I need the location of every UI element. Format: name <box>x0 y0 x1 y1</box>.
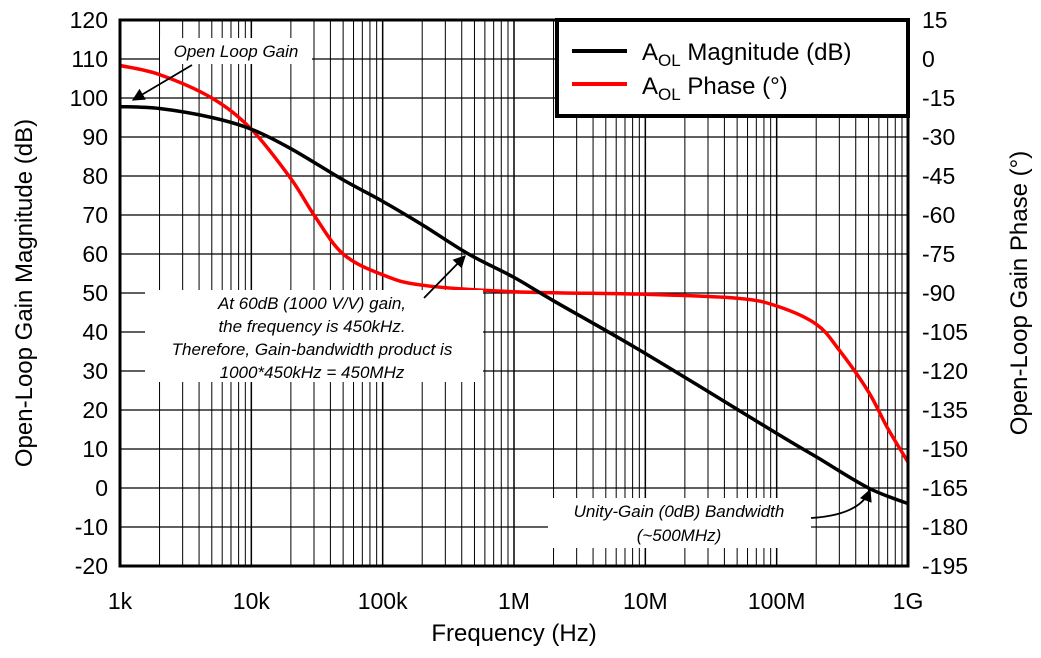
svg-text:Therefore, Gain-bandwidth prod: Therefore, Gain-bandwidth product is <box>172 340 453 359</box>
y2-tick-label: -195 <box>922 553 968 579</box>
svg-text:1000*450kHz = 450MHz: 1000*450kHz = 450MHz <box>220 363 405 382</box>
y-tick-label: 10 <box>82 436 108 462</box>
y2-tick-label: 0 <box>922 46 935 72</box>
annotation-gbw: At 60dB (1000 V/V) gain, the frequency i… <box>145 255 483 382</box>
x-tick-label: 10k <box>233 588 271 614</box>
y-tick-label: 40 <box>82 319 108 345</box>
y2-tick-label: -165 <box>922 475 968 501</box>
y-tick-label: 100 <box>70 85 108 111</box>
x-tick-label: 100M <box>748 588 806 614</box>
legend-label-magnitude: AOL Magnitude (dB) <box>642 39 851 70</box>
y-tick-label: -10 <box>75 514 108 540</box>
arrow-icon <box>131 64 193 101</box>
y-axis-label: Open-Loop Gain Magnitude (dB) <box>11 119 38 467</box>
y2-tick-label: -135 <box>922 397 968 423</box>
y2-tick-label: -120 <box>922 358 968 384</box>
y2-tick-label: -60 <box>922 202 955 228</box>
y2-tick-label: -15 <box>922 85 955 111</box>
y2-tick-label: -30 <box>922 124 955 150</box>
y-tick-label: 20 <box>82 397 108 423</box>
magnitude-curve <box>119 104 909 506</box>
svg-text:(~500MHz): (~500MHz) <box>637 526 722 545</box>
x-tick-label: 1k <box>108 588 133 614</box>
y2-tick-label: -180 <box>922 514 968 540</box>
y2-tick-label: -90 <box>922 280 955 306</box>
x-tick-label: 10M <box>623 588 668 614</box>
y-tick-label: 0 <box>95 475 108 501</box>
annotation-unity-gain: Unity-Gain (0dB) Bandwidth (~500MHz) <box>548 488 872 548</box>
x-axis-label: Frequency (Hz) <box>431 620 596 647</box>
y-tick-label: 110 <box>71 46 108 72</box>
legend: AOL Magnitude (dB) AOL Phase (°) <box>555 18 910 118</box>
y-tick-label: 80 <box>82 163 108 189</box>
y-tick-label: 50 <box>82 280 108 306</box>
y-tick-label: 70 <box>82 202 108 228</box>
svg-text:Unity-Gain (0dB) Bandwidth: Unity-Gain (0dB) Bandwidth <box>574 502 785 521</box>
y2-tick-label: 15 <box>922 7 948 33</box>
y-tick-label: -20 <box>75 553 108 579</box>
y2-tick-label: -105 <box>922 319 968 345</box>
legend-label-phase: AOL Phase (°) <box>642 73 788 104</box>
x-tick-label: 1M <box>498 588 530 614</box>
svg-text:At 60dB (1000 V/V) gain,: At 60dB (1000 V/V) gain, <box>217 294 406 313</box>
y2-axis-label: Open-Loop Gain Phase (°) <box>1006 151 1033 435</box>
svg-text:Open Loop Gain: Open Loop Gain <box>174 42 299 61</box>
arrow-icon <box>423 255 466 299</box>
y2-tick-label: -45 <box>922 163 955 189</box>
svg-text:the frequency is 450kHz.: the frequency is 450kHz. <box>218 317 405 336</box>
y-tick-label: 90 <box>82 124 108 150</box>
curves <box>119 63 910 506</box>
y2-tick-label: -150 <box>922 436 968 462</box>
arrow-icon <box>810 488 872 519</box>
annotation-open-loop-gain: Open Loop Gain <box>131 38 312 101</box>
plot-frame <box>118 18 910 568</box>
y-tick-label: 30 <box>82 358 108 384</box>
tick-labels: 1201101009080706050403020100-10-20150-15… <box>70 7 968 614</box>
y-tick-label: 60 <box>82 241 108 267</box>
y2-tick-label: -75 <box>922 241 955 267</box>
y-tick-label: 120 <box>70 7 108 33</box>
x-tick-label: 100k <box>358 588 408 614</box>
x-tick-label: 1G <box>893 588 924 614</box>
